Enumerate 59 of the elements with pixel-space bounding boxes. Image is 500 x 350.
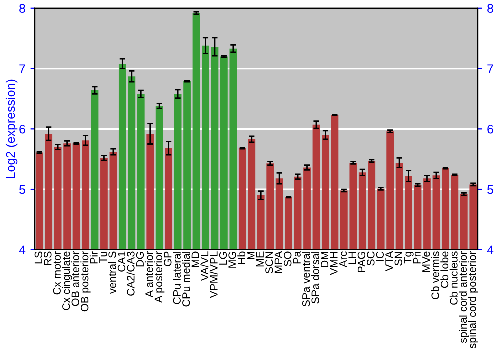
x-tick-label: Tg xyxy=(404,252,414,264)
x-tick-label: LH xyxy=(348,252,356,264)
x-tick-label: CA1 xyxy=(118,252,126,272)
y-axis-title: Log2 (expression) xyxy=(6,80,18,178)
x-tick-label: VA/VL xyxy=(200,252,209,282)
x-tick-label: Pir xyxy=(90,251,98,264)
x-tick-label: A anterior xyxy=(145,251,154,298)
x-tick-label: M xyxy=(247,252,255,260)
y2-tick-label: 6 xyxy=(488,124,494,134)
x-tick-label: spinal cord anterior xyxy=(459,251,470,344)
y2-tick-label: 7 xyxy=(488,64,494,74)
x-tick-label: GP xyxy=(164,252,172,266)
x-tick-label: SPa dorsal xyxy=(311,252,320,304)
y-tick-label: 7 xyxy=(20,64,26,74)
x-tick-label: Hb xyxy=(238,252,246,264)
x-tick-label: SN xyxy=(394,252,402,266)
x-tick-label: Pn xyxy=(413,252,421,264)
x-tick-label: DM xyxy=(321,252,329,268)
x-tick-label: MPA xyxy=(274,251,282,274)
x-tick-label: SCN xyxy=(266,252,274,274)
x-tick-label: ME xyxy=(256,252,264,267)
x-tick-label: VTA xyxy=(386,251,394,272)
x-tick-label: MG xyxy=(228,252,236,268)
y-tick-label: 8 xyxy=(20,4,26,14)
x-tick-label: Cx motor xyxy=(53,251,61,295)
x-tick-label: ventral S xyxy=(108,252,116,294)
x-tick-label: A posterior xyxy=(154,251,165,304)
x-tick-label: CPu medial xyxy=(182,252,190,307)
y2-tick-label: 5 xyxy=(488,185,494,194)
x-tick-label: Cb nucleus xyxy=(450,252,458,305)
x-tick-label: LS xyxy=(34,252,43,264)
x-tick-label: Cx cingulate xyxy=(62,252,72,310)
x-tick-label: LG xyxy=(219,252,228,265)
x-tick-label: spinal cord posterior xyxy=(468,251,478,349)
x-tick-label: PAG xyxy=(358,252,366,272)
x-tick-label: RS xyxy=(44,252,52,266)
y2-tick-label: 4 xyxy=(487,246,494,254)
x-tick-label: IC xyxy=(376,252,384,262)
x-tick-label: Pa xyxy=(293,251,301,264)
x-tick-label: SO xyxy=(284,252,292,266)
x-tick-label: OB anterior xyxy=(71,251,80,306)
y2-tick-label: 8 xyxy=(488,4,494,14)
x-tick-label: Cb lobe xyxy=(440,252,449,288)
x-tick-label: SPa ventral xyxy=(302,252,310,307)
x-tick-label: VMH xyxy=(330,252,338,276)
y-tick-label: 4 xyxy=(19,246,26,254)
x-tick-label: MVe xyxy=(422,252,430,272)
x-tick-label: OB posterior xyxy=(80,251,91,312)
x-tick-label: CA2/CA3 xyxy=(126,252,135,296)
x-tick-label: Tu xyxy=(100,252,108,264)
x-tick-label: Cb vermis xyxy=(431,252,440,300)
x-tick-label: VPM/VPL xyxy=(210,252,218,298)
y-tick-label: 5 xyxy=(20,185,26,194)
x-tick-label: Arc xyxy=(340,252,348,268)
y-tick-label: 6 xyxy=(20,124,26,134)
x-tick-label: MD xyxy=(192,252,200,268)
x-tick-label: SC xyxy=(367,252,375,266)
x-tick-label: CPu lateral xyxy=(173,252,181,304)
x-tick-label: DG xyxy=(136,252,144,267)
